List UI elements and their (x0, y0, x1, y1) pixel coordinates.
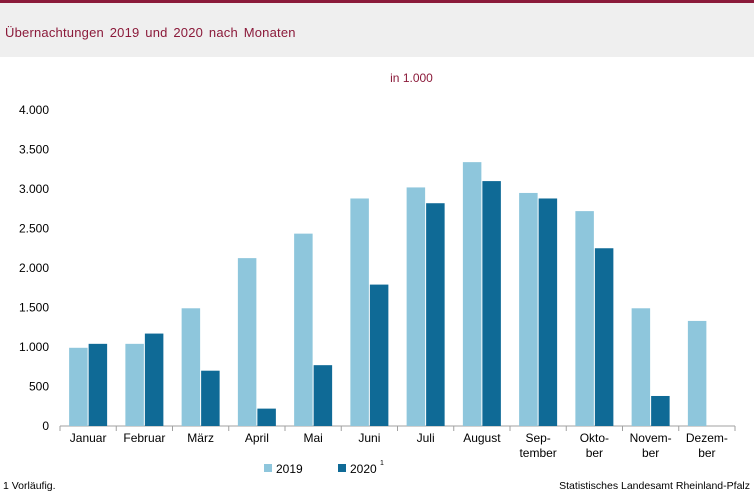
bar-2020 (594, 248, 614, 426)
x-tick-label: tember (519, 446, 556, 460)
y-tick-label: 0 (42, 419, 49, 433)
bar-2020 (426, 203, 445, 426)
footnote: 1 Vorläufig. (3, 480, 56, 492)
x-tick-label: ber (698, 446, 715, 460)
bar-2020 (257, 408, 276, 426)
bar-2020 (651, 395, 670, 426)
x-tick-label: Novem- (630, 431, 672, 445)
legend-label-2020: 2020 (350, 462, 377, 476)
x-tick-label: Okto- (580, 431, 609, 445)
bar-2019 (69, 347, 88, 426)
bar-2019 (575, 211, 594, 426)
x-tick-label: Januar (70, 431, 107, 445)
y-tick-label: 1.000 (19, 340, 49, 354)
bar-2020 (369, 284, 389, 426)
legend-label-2019: 2019 (276, 462, 303, 476)
source-note: Statistisches Landesamt Rheinland-Pfalz (559, 480, 750, 492)
x-tick-label: April (245, 431, 269, 445)
bar-2019 (519, 192, 538, 426)
bar-2020 (313, 365, 333, 426)
bar-2019 (462, 162, 482, 426)
y-tick-label: 4.000 (19, 103, 49, 117)
bar-2020 (201, 370, 220, 426)
x-tick-label: März (187, 431, 214, 445)
page-title: Übernachtungen 2019 und 2020 nach Monate… (5, 25, 296, 40)
bar-2019 (631, 308, 651, 426)
y-tick-label: 3.000 (19, 182, 49, 196)
x-tick-label: Februar (123, 431, 165, 445)
legend-swatch-2020 (338, 464, 346, 472)
x-tick-label: ber (642, 446, 659, 460)
y-tick-label: 2.000 (19, 261, 49, 275)
y-tick-label: 3.500 (19, 143, 49, 157)
legend-footnote-mark: 1 (380, 460, 384, 467)
x-tick-label: August (463, 431, 501, 445)
bar-chart: in 1.000 0 500 1.000 1.500 2.000 2.500 3.000 3.5… (19, 71, 736, 476)
bar-2020 (144, 333, 164, 426)
x-tick-label: Juli (417, 431, 435, 445)
x-tick-label: Juni (358, 431, 380, 445)
bar-2019 (181, 308, 201, 426)
bar-2019 (687, 320, 707, 426)
x-tick-label: ber (586, 446, 603, 460)
y-tick-label: 2.500 (19, 222, 49, 236)
y-tick-label: 500 (29, 380, 49, 394)
top-rule (0, 0, 754, 3)
chart-subtitle: in 1.000 (390, 71, 433, 85)
bar-2019 (125, 343, 144, 426)
chart-area: in 1.000 0 500 1.000 1.500 2.000 2.500 3.000 3.5… (0, 57, 754, 495)
bar-2019 (350, 198, 369, 426)
legend-swatch-2019 (264, 464, 272, 472)
bar-2019 (294, 233, 313, 426)
bar-2020 (482, 181, 501, 426)
x-tick-label: Sep- (525, 431, 550, 445)
x-tick-label: Dezem- (686, 431, 728, 445)
bar-2020 (538, 198, 558, 426)
bar-2019 (237, 258, 257, 426)
header-band: Übernachtungen 2019 und 2020 nach Monate… (0, 3, 754, 57)
bar-2019 (406, 187, 426, 426)
x-tick-label: Mai (303, 431, 322, 445)
bar-2020 (88, 343, 108, 426)
y-tick-label: 1.500 (19, 301, 49, 315)
